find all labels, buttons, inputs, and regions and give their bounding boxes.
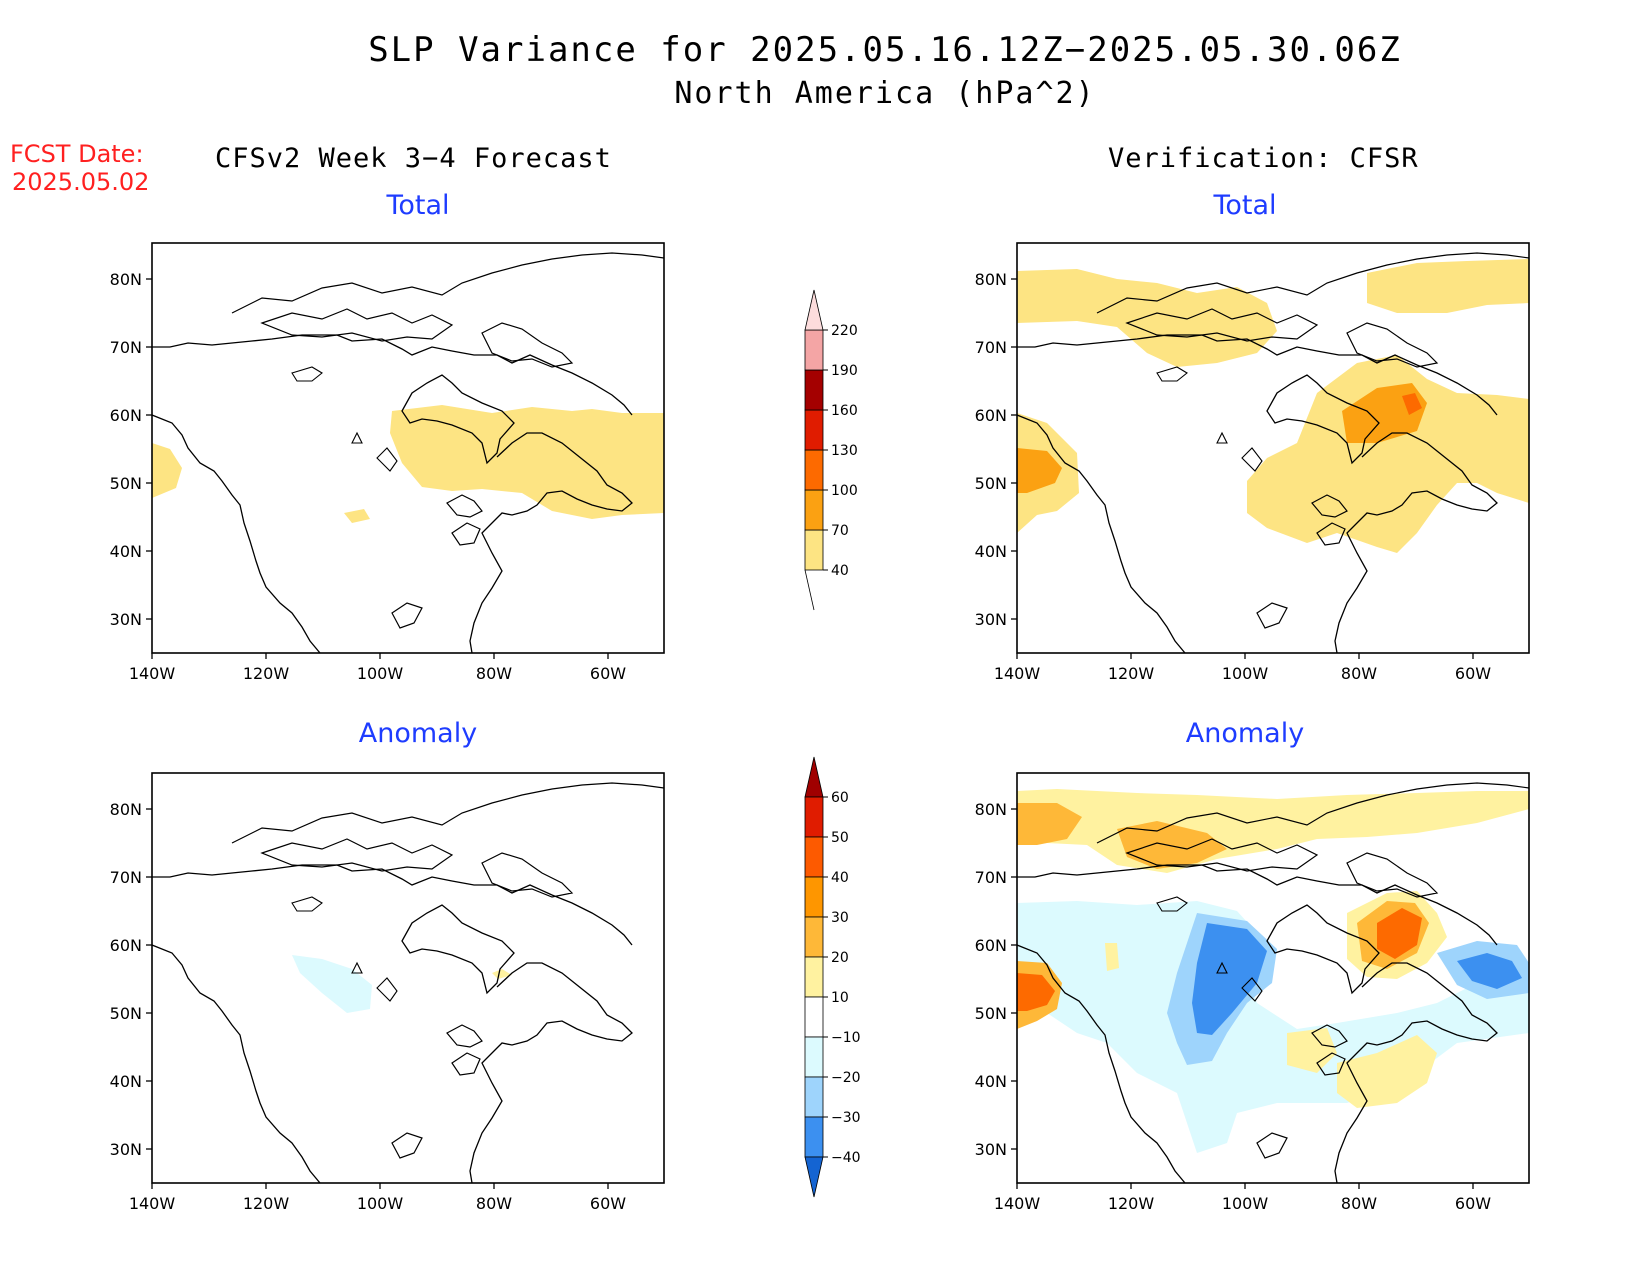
colorbar-swatch <box>804 836 824 878</box>
lat-tick-label: 80N <box>110 270 142 289</box>
colorbar-label: 10 <box>831 990 849 1006</box>
colorbar-label: 20 <box>831 950 849 966</box>
colorbar-label: 40 <box>831 870 849 886</box>
panel-title-forecast-anomaly: Anomaly <box>358 718 478 749</box>
verification-column-heading: Verification: CFSR <box>1108 143 1419 174</box>
colorbar-swatch <box>804 756 824 798</box>
lon-tick-label: 100W <box>357 664 404 683</box>
lat-tick-label: 70N <box>975 338 1007 357</box>
lat-tick-label: 60N <box>975 406 1007 425</box>
lon-tick-label: 120W <box>1108 1194 1155 1213</box>
lat-tick-label: 50N <box>975 1004 1007 1023</box>
panel-title-forecast-total: Total <box>386 190 450 221</box>
lat-tick-label: 80N <box>975 800 1007 819</box>
lat-tick-label: 70N <box>110 338 142 357</box>
colorbar-swatch <box>804 329 824 371</box>
colorbar-label: 220 <box>831 323 858 339</box>
lat-tick-label: 40N <box>975 542 1007 561</box>
colorbar-swatch <box>804 409 824 451</box>
lat-tick-label: 80N <box>110 800 142 819</box>
colorbar-swatch <box>804 876 824 918</box>
lon-tick-label: 140W <box>994 1194 1041 1213</box>
lat-tick-label: 30N <box>975 1140 1007 1159</box>
colorbar-label: −40 <box>831 1150 861 1166</box>
colorbar-swatch <box>804 1156 824 1198</box>
lon-tick-label: 80W <box>476 664 512 683</box>
lon-tick-label: 140W <box>129 1194 176 1213</box>
lat-tick-label: 50N <box>110 1004 142 1023</box>
colorbar-label: −10 <box>831 1030 861 1046</box>
colorbar-swatch <box>804 489 824 531</box>
lon-tick-label: 100W <box>1222 664 1269 683</box>
colorbar-label: −20 <box>831 1070 861 1086</box>
map-verification-anomaly <box>1016 772 1530 1184</box>
colorbar-swatch <box>804 996 824 1038</box>
lat-tick-label: 40N <box>975 1072 1007 1091</box>
colorbar-swatch <box>804 1036 824 1078</box>
forecast-date-label: FCST Date: <box>10 140 144 168</box>
colorbar-swatch <box>804 916 824 958</box>
lat-tick-label: 30N <box>975 610 1007 629</box>
colorbar-total: 40 70 100 130 160 190 220 <box>804 289 858 611</box>
colorbar-label: −30 <box>831 1110 861 1126</box>
colorbar-swatch <box>804 1076 824 1118</box>
colorbar-anomaly: 60 50 40 30 20 10 −10 −20 −30 −40 <box>804 756 861 1198</box>
colorbar-swatch <box>804 449 824 491</box>
forecast-date-value: 2025.05.02 <box>12 168 150 196</box>
forecast-column-heading: CFSv2 Week 3−4 Forecast <box>215 143 612 174</box>
lat-tick-label: 80N <box>975 270 1007 289</box>
lon-tick-label: 60W <box>1455 1194 1491 1213</box>
colorbar-swatch <box>804 956 824 998</box>
lon-tick-label: 80W <box>1341 1194 1377 1213</box>
lat-tick-label: 60N <box>110 936 142 955</box>
colorbar-swatch <box>804 369 824 411</box>
colorbar-label: 70 <box>831 523 849 539</box>
lon-tick-label: 60W <box>1455 664 1491 683</box>
lat-tick-label: 40N <box>110 1072 142 1091</box>
lon-tick-label: 60W <box>590 664 626 683</box>
colorbar-label: 190 <box>831 363 858 379</box>
lat-tick-label: 30N <box>110 1140 142 1159</box>
lat-tick-label: 50N <box>975 474 1007 493</box>
lat-tick-label: 40N <box>110 542 142 561</box>
map-verification-total <box>1016 242 1530 654</box>
map-forecast-total <box>151 242 665 654</box>
colorbar-swatch <box>804 289 824 331</box>
colorbar-label: 130 <box>831 443 858 459</box>
lon-tick-label: 120W <box>1108 664 1155 683</box>
lon-tick-label: 100W <box>1222 1194 1269 1213</box>
panel-title-verification-anomaly: Anomaly <box>1185 718 1305 749</box>
colorbar-label: 60 <box>831 790 849 806</box>
lat-tick-label: 50N <box>110 474 142 493</box>
lat-tick-label: 60N <box>110 406 142 425</box>
lon-tick-label: 100W <box>357 1194 404 1213</box>
colorbar-label: 40 <box>831 563 849 579</box>
panel-title-verification-total: Total <box>1213 190 1277 221</box>
colorbar-label: 30 <box>831 910 849 926</box>
colorbar-swatch <box>804 796 824 838</box>
lon-tick-label: 120W <box>243 664 290 683</box>
lon-tick-label: 140W <box>994 664 1041 683</box>
colorbar-label: 50 <box>831 830 849 846</box>
lon-tick-label: 60W <box>590 1194 626 1213</box>
main-title: SLP Variance for 2025.05.16.12Z−2025.05.… <box>368 30 1402 70</box>
lat-tick-label: 60N <box>975 936 1007 955</box>
lat-tick-label: 30N <box>110 610 142 629</box>
main-subtitle: North America (hPa^2) <box>674 76 1096 111</box>
colorbar-swatch <box>804 529 824 571</box>
colorbar-label: 100 <box>831 483 858 499</box>
lon-tick-label: 140W <box>129 664 176 683</box>
axes-layer: 140W 120W 100W 80W 60W 80N 70N 60N 50N 40N 30N 140W… <box>110 270 1492 1213</box>
lon-tick-label: 120W <box>243 1194 290 1213</box>
colorbar-swatch <box>804 1116 824 1158</box>
lon-tick-label: 80W <box>1341 664 1377 683</box>
map-forecast-anomaly <box>151 772 665 1184</box>
colorbar-label: 160 <box>831 403 858 419</box>
lat-tick-label: 70N <box>975 868 1007 887</box>
lon-tick-label: 80W <box>476 1194 512 1213</box>
lat-tick-label: 70N <box>110 868 142 887</box>
